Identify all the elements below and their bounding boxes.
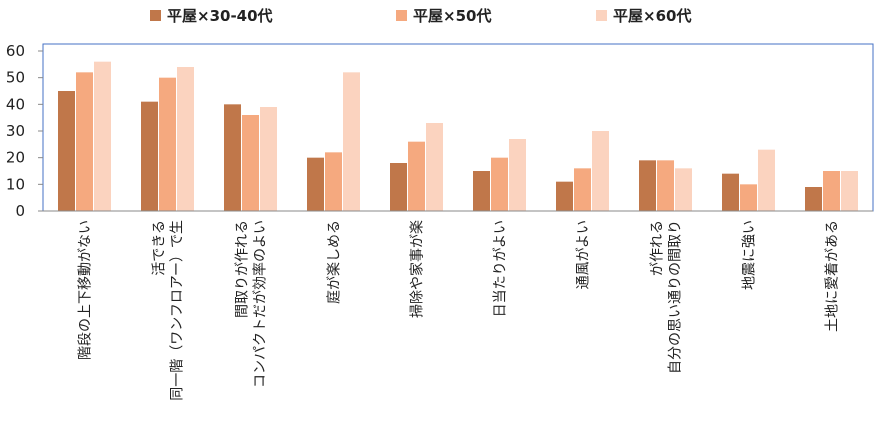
bar	[426, 123, 443, 211]
bar	[307, 157, 324, 211]
x-category-label: 土地に愛着がある	[825, 220, 841, 332]
legend: 平屋×30-40代 平屋×50代 平屋×60代	[150, 7, 691, 25]
y-tick-label: 30	[6, 122, 25, 140]
bar	[823, 171, 840, 211]
bar	[242, 115, 259, 211]
x-category-label: 自分の思い通りの間取り	[668, 220, 684, 374]
y-tick-label: 40	[6, 95, 25, 113]
bar	[675, 168, 692, 211]
bar	[224, 104, 241, 211]
legend-swatch	[596, 10, 607, 21]
x-category-label: が作れる	[650, 220, 666, 276]
bar	[408, 141, 425, 211]
y-axis: 0 10 20 30 40 50 60	[6, 42, 43, 220]
x-category-label: コンパクトだが効率のよい	[252, 220, 269, 388]
x-category-label: 日当たりがよい	[493, 220, 509, 317]
legend-label: 平屋×50代	[413, 7, 491, 25]
legend-label: 平屋×30-40代	[167, 7, 273, 25]
bar	[639, 160, 656, 211]
x-category-label: 通風がよい	[576, 220, 592, 289]
bar	[556, 181, 573, 211]
legend-label: 平屋×60代	[613, 7, 691, 25]
x-category-label: 庭が楽しめる	[326, 220, 343, 304]
y-tick-label: 10	[6, 175, 25, 193]
bar	[509, 139, 526, 211]
bar	[657, 160, 674, 211]
bar	[343, 72, 360, 211]
bar	[740, 184, 757, 211]
bar	[473, 171, 490, 211]
bar	[491, 157, 508, 211]
x-category-label: 階段の上下移動がない	[78, 220, 94, 360]
bar	[722, 173, 739, 211]
x-category-label: 同一階（ワンフロアー）で生	[170, 220, 186, 401]
legend-swatch	[396, 10, 407, 21]
x-category-label: 地震に強い	[742, 220, 758, 290]
bar	[592, 131, 609, 211]
bar	[177, 67, 194, 211]
bar	[841, 171, 858, 211]
bar	[390, 163, 407, 211]
bar	[159, 77, 176, 212]
bar	[260, 107, 277, 211]
y-tick-label: 20	[6, 149, 25, 167]
bar	[76, 72, 93, 211]
bars	[43, 61, 873, 212]
legend-swatch	[150, 10, 161, 21]
x-category-label: 間取りが作れる	[235, 220, 251, 318]
bar	[805, 187, 822, 211]
x-category-label: 活できる	[152, 220, 168, 276]
y-tick-label: 50	[6, 69, 25, 87]
x-category-label: 掃除や家事が楽	[409, 220, 426, 318]
bar	[574, 168, 591, 211]
bar	[325, 152, 342, 211]
bar	[58, 91, 75, 211]
bar	[94, 61, 111, 211]
bar	[758, 149, 775, 211]
y-tick-label: 60	[6, 42, 25, 60]
y-tick-label: 0	[15, 202, 25, 220]
bar	[141, 101, 158, 211]
